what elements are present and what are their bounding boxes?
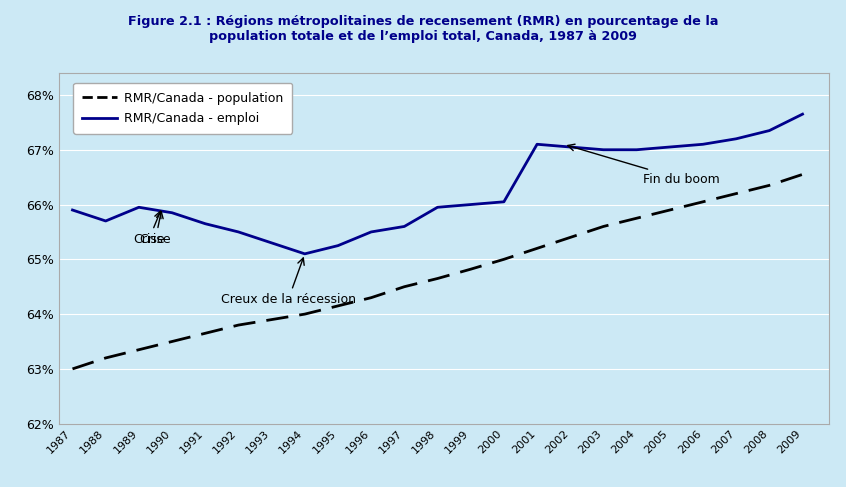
RMR/Canada - emploi [134, 205, 144, 210]
RMR/Canada - emploi [565, 144, 575, 150]
RMR/Canada - population [764, 183, 774, 188]
RMR/Canada - population [101, 355, 111, 361]
RMR/Canada - population [665, 207, 675, 213]
RMR/Canada - emploi [68, 207, 78, 213]
Line: RMR/Canada - population: RMR/Canada - population [73, 174, 803, 369]
RMR/Canada - emploi [399, 224, 409, 229]
Text: Fin du boom: Fin du boom [568, 144, 720, 186]
RMR/Canada - population [565, 234, 575, 240]
RMR/Canada - population [167, 338, 177, 344]
RMR/Canada - emploi [201, 221, 211, 226]
RMR/Canada - emploi [266, 240, 277, 246]
RMR/Canada - emploi [366, 229, 376, 235]
RMR/Canada - emploi [332, 243, 343, 248]
RMR/Canada - population [465, 266, 475, 272]
RMR/Canada - population [266, 317, 277, 322]
RMR/Canada - emploi [167, 210, 177, 216]
RMR/Canada - emploi [101, 218, 111, 224]
RMR/Canada - population [499, 256, 509, 262]
RMR/Canada - emploi [465, 202, 475, 207]
RMR/Canada - emploi [499, 199, 509, 205]
RMR/Canada - emploi [532, 141, 542, 147]
RMR/Canada - emploi [299, 251, 310, 257]
RMR/Canada - population [632, 215, 642, 221]
RMR/Canada - population [532, 245, 542, 251]
RMR/Canada - emploi [764, 128, 774, 133]
Legend: RMR/Canada - population, RMR/Canada - emploi: RMR/Canada - population, RMR/Canada - em… [73, 83, 293, 134]
RMR/Canada - population [399, 284, 409, 290]
RMR/Canada - emploi [665, 144, 675, 150]
Text: Crise: Crise [140, 211, 171, 246]
RMR/Canada - emploi [432, 205, 442, 210]
RMR/Canada - emploi [698, 141, 708, 147]
RMR/Canada - population [598, 224, 608, 229]
RMR/Canada - population [233, 322, 244, 328]
RMR/Canada - emploi [233, 229, 244, 235]
RMR/Canada - population [366, 295, 376, 300]
RMR/Canada - emploi [632, 147, 642, 153]
RMR/Canada - population [134, 347, 144, 353]
RMR/Canada - population [332, 303, 343, 309]
RMR/Canada - population [432, 276, 442, 281]
Text: Figure 2.1 : Régions métropolitaines de recensement (RMR) en pourcentage de la
p: Figure 2.1 : Régions métropolitaines de … [128, 15, 718, 42]
RMR/Canada - emploi [798, 111, 808, 117]
RMR/Canada - population [68, 366, 78, 372]
Text: Crise: Crise [133, 211, 165, 246]
RMR/Canada - population [698, 199, 708, 205]
RMR/Canada - population [798, 171, 808, 177]
Line: RMR/Canada - emploi: RMR/Canada - emploi [73, 114, 803, 254]
Text: Creux de la récession: Creux de la récession [221, 258, 355, 306]
RMR/Canada - population [201, 330, 211, 336]
RMR/Canada - population [731, 190, 741, 196]
RMR/Canada - emploi [731, 136, 741, 142]
RMR/Canada - emploi [598, 147, 608, 153]
RMR/Canada - population [299, 311, 310, 317]
